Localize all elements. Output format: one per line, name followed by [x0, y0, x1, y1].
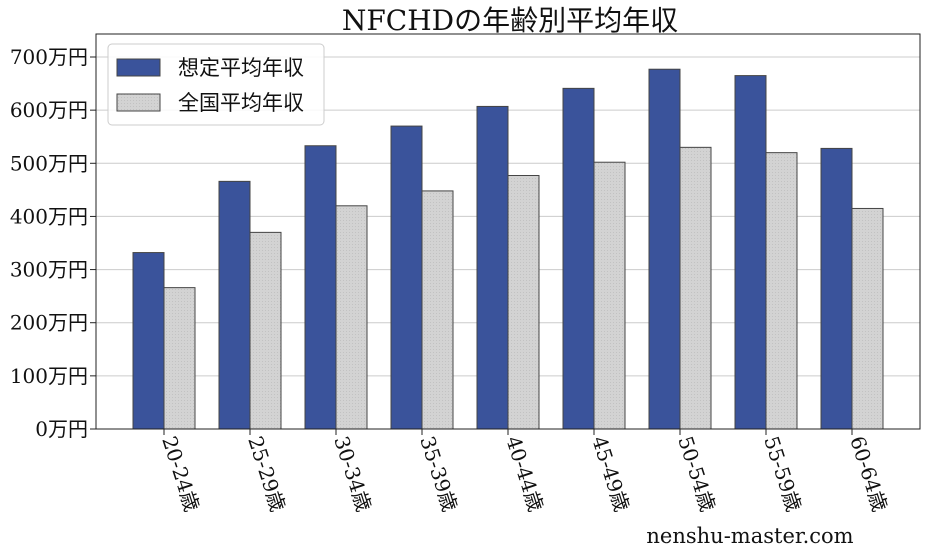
bars	[132, 68, 884, 430]
bar-national-55-59歳	[765, 152, 798, 430]
bar-estimated-35-39歳	[390, 125, 423, 430]
bar-national-25-29歳	[249, 231, 282, 430]
bar-national-40-44歳	[507, 175, 540, 430]
bar-estimated-30-34歳	[304, 145, 337, 430]
bar-national-60-64歳	[851, 207, 884, 430]
y-tick-label: 600万円	[10, 98, 88, 122]
x-tick-labels: 20-24歳 25-29歳 30-34歳 35-39歳 40-44歳 45-49歳 50-5…	[157, 429, 892, 514]
y-tick-label: 100万円	[10, 364, 88, 388]
legend-swatch	[116, 58, 161, 77]
bar-estimated-50-54歳	[648, 68, 681, 430]
bar-national-35-39歳	[421, 190, 454, 430]
bar-estimated-45-49歳	[562, 87, 595, 430]
bar-estimated-40-44歳	[476, 105, 509, 430]
legend-label: 想定平均年収	[178, 56, 304, 80]
bar-estimated-20-24歳	[132, 252, 165, 430]
x-tick-label: 50-54歳	[673, 433, 720, 514]
bar-estimated-60-64歳	[820, 147, 853, 430]
x-tick-label: 35-39歳	[415, 433, 462, 514]
bar-estimated-55-59歳	[734, 75, 767, 430]
x-tick-label: 45-49歳	[587, 433, 634, 514]
bar-national-30-34歳	[335, 205, 368, 430]
x-tick-label: 40-44歳	[501, 433, 548, 514]
bar-national-20-24歳	[163, 287, 196, 430]
y-tick-label: 0万円	[35, 417, 88, 441]
legend-box	[107, 43, 325, 126]
x-tick-label: 25-29歳	[243, 433, 290, 514]
bar-national-50-54歳	[679, 146, 712, 430]
y-tick-label: 200万円	[10, 311, 88, 335]
legend-label: 全国平均年収	[178, 91, 304, 115]
x-tick-label: 55-59歳	[759, 433, 806, 514]
x-tick-label: 30-34歳	[329, 433, 376, 514]
y-tick-label: 500万円	[10, 151, 88, 175]
watermark: nenshu-master.com	[646, 524, 853, 548]
y-tick-label: 400万円	[10, 204, 88, 228]
bar-estimated-25-29歳	[218, 180, 251, 430]
x-tick-label: 20-24歳	[157, 433, 204, 514]
y-tick-label: 300万円	[10, 258, 88, 282]
x-tick-label: 60-64歳	[845, 433, 892, 514]
bar-national-45-49歳	[593, 161, 626, 430]
legend-swatch	[116, 93, 161, 112]
chart-title: NFCHDの年齢別平均年収	[342, 4, 678, 37]
y-tick-label: 700万円	[10, 45, 88, 69]
y-tick-labels: 0万円 100万円 200万円 300万円 400万円 500万円 600万円 700万円	[10, 45, 96, 441]
